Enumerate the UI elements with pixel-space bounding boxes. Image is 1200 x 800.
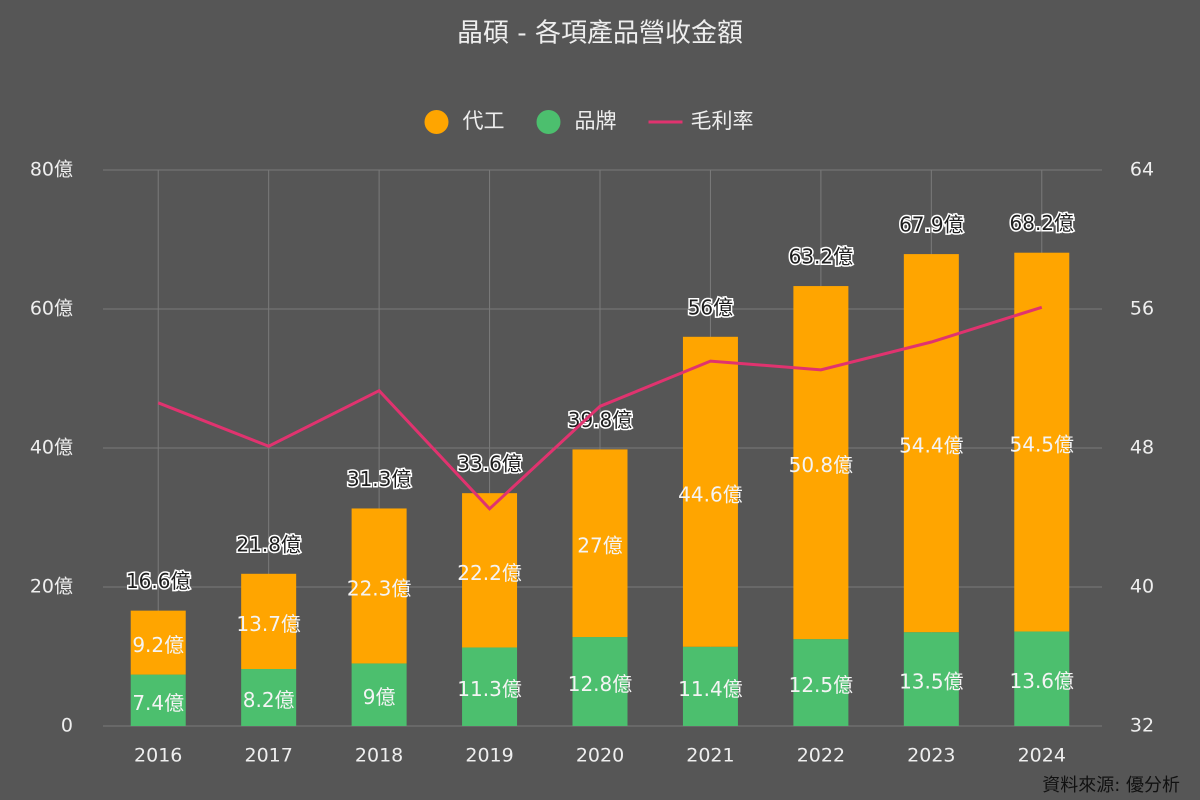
legend-label: 品牌 [575,109,617,133]
x-tick-label: 2016 [134,745,182,767]
y2-tick-label: 40 [1130,576,1154,598]
total-label: 31.3億 [347,467,412,491]
total-label: 68.2億 [1010,211,1075,235]
bar-segment [130,674,186,726]
data-label: 8.2億 [243,688,295,712]
total-label: 39.8億 [568,408,633,432]
total-label: 16.6億 [126,569,191,593]
x-tick-label: 2024 [1018,745,1066,767]
y-tick-label: 0 [61,715,73,737]
data-label: 12.5億 [789,673,854,697]
data-label: 11.4億 [678,677,743,701]
x-tick-label: 2019 [465,745,513,767]
legend-label: 毛利率 [691,109,754,133]
y-tick-label: 80億 [30,159,73,181]
bar-segment [351,508,407,664]
line-series [157,305,1043,511]
total-label: 63.2億 [789,245,854,269]
legend-swatch [536,110,561,134]
bar-segment [682,646,738,726]
data-label: 22.3億 [347,576,412,600]
x-tick-label: 2021 [686,745,734,767]
data-label: 27億 [577,534,622,558]
bar-segment [241,573,297,670]
data-label: 54.4億 [899,434,964,458]
bar-segment [130,610,186,675]
total-label: 67.9億 [899,213,964,237]
bar-segment [903,254,959,633]
y-tick-label: 60億 [30,298,73,320]
legend-label: 代工 [463,109,505,133]
bar-segment [462,493,518,648]
data-label: 13.6億 [1010,669,1075,693]
x-tick-label: 2017 [244,745,292,767]
bar-segment [1014,631,1070,726]
data-label: 44.6億 [678,482,743,506]
data-label: 22.2億 [457,561,522,585]
data-label: 9.2億 [132,633,184,657]
y-tick-label: 40億 [30,437,73,459]
data-label: 54.5億 [1010,433,1075,457]
bar-segment [351,663,407,726]
y2-tick-label: 56 [1130,298,1154,320]
bar-segment [793,639,849,726]
bar-segment [793,286,849,640]
chart-title: 晶碩 - 各項產品營收金額 [457,19,743,49]
y2-tick-label: 48 [1130,437,1154,459]
data-label: 7.4億 [132,691,184,715]
x-tick-label: 2018 [355,745,403,767]
bar-segment [572,449,628,638]
legend-swatch [424,110,449,134]
data-label: 13.5億 [899,670,964,694]
bar-segment [903,632,959,726]
total-label: 56億 [688,295,733,319]
y2-tick-label: 64 [1130,159,1154,181]
data-label: 11.3億 [457,677,522,701]
data-label: 13.7億 [236,612,301,636]
x-tick-label: 2023 [907,745,955,767]
data-label: 12.8億 [568,672,633,696]
x-tick-label: 2022 [797,745,845,767]
bar-segment [241,669,297,726]
y-tick-label: 20億 [30,576,73,598]
data-label: 9億 [363,685,396,709]
bar-segment [1014,252,1070,632]
bar-segment [572,637,628,726]
data-label: 50.8億 [789,453,854,477]
source: 資料來源: 優分析 [1042,775,1180,796]
y2-tick-label: 32 [1130,715,1154,737]
total-label: 21.8億 [236,532,301,556]
x-tick-label: 2020 [576,745,624,767]
bar-segment [462,647,518,726]
total-label: 33.6億 [457,452,522,476]
bar-segment [682,336,738,647]
